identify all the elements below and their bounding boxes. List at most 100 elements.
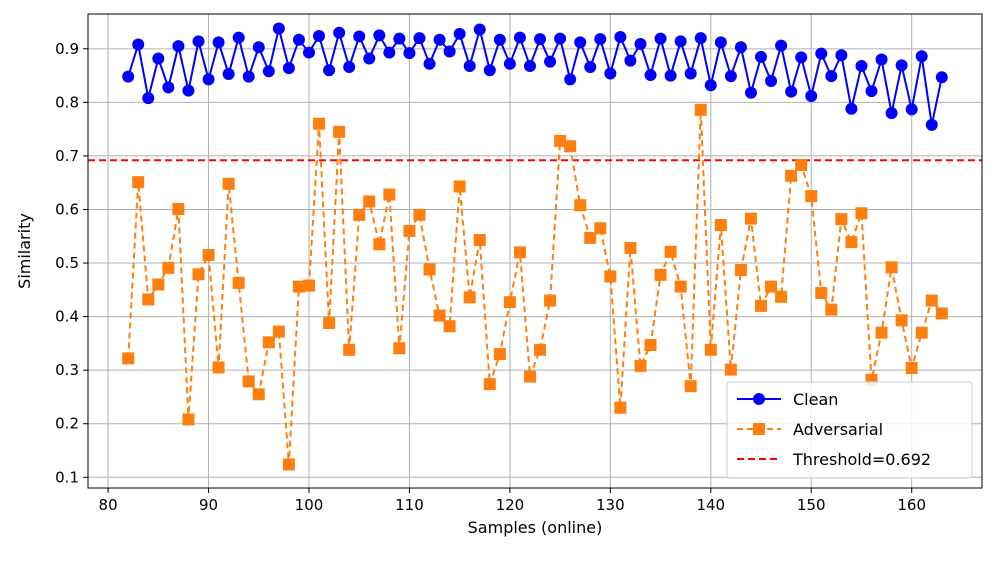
data-point-adversarial: [744, 212, 757, 225]
data-point-clean: [232, 31, 245, 44]
data-point-adversarial: [785, 169, 798, 182]
data-point-adversarial: [584, 231, 597, 244]
data-point-clean: [885, 107, 898, 120]
data-point-adversarial: [373, 238, 386, 251]
data-point-clean: [222, 67, 235, 80]
data-point-adversarial: [393, 342, 406, 355]
data-point-adversarial: [724, 363, 737, 376]
data-point-adversarial: [132, 176, 145, 189]
legend-label-threshold: Threshold=0.692: [792, 450, 931, 469]
data-point-adversarial: [604, 270, 617, 283]
x-tick-label: 90: [199, 496, 218, 514]
data-point-adversarial: [805, 190, 818, 203]
data-point-adversarial: [895, 314, 908, 327]
data-point-clean: [483, 64, 496, 77]
data-point-adversarial: [363, 195, 376, 208]
data-point-clean: [423, 57, 436, 70]
data-point-adversarial: [282, 458, 295, 471]
data-point-clean: [795, 51, 808, 64]
series-adversarial: [122, 103, 948, 471]
data-point-clean: [192, 35, 205, 48]
legend-label-clean: Clean: [793, 390, 838, 409]
y-tick-label: 0.5: [55, 254, 79, 272]
data-point-clean: [614, 31, 627, 44]
data-point-adversarial: [534, 343, 547, 356]
x-tick-label: 100: [295, 496, 324, 514]
data-point-clean: [644, 69, 657, 82]
data-point-clean: [313, 29, 326, 42]
data-point-clean: [393, 32, 406, 45]
data-point-clean: [835, 49, 848, 62]
data-point-adversarial: [694, 103, 707, 116]
data-point-clean: [282, 62, 295, 75]
data-point-clean: [463, 59, 476, 72]
data-point-clean: [734, 41, 747, 54]
data-point-clean: [413, 32, 426, 45]
data-point-clean: [875, 53, 888, 66]
data-point-adversarial: [313, 117, 326, 130]
data-point-adversarial: [714, 219, 727, 232]
data-point-adversarial: [654, 268, 667, 281]
data-point-clean: [594, 33, 607, 46]
data-point-adversarial: [704, 343, 717, 356]
data-point-clean: [564, 73, 577, 86]
data-point-clean: [604, 67, 617, 80]
legend-marker-adversarial: [753, 423, 765, 435]
series-line-adversarial: [127, 108, 943, 466]
data-point-adversarial: [674, 280, 687, 293]
data-point-clean: [674, 35, 687, 48]
data-point-adversarial: [122, 352, 135, 365]
data-point-clean: [323, 64, 336, 77]
data-point-clean: [785, 85, 798, 98]
data-point-adversarial: [935, 307, 948, 320]
series-layer: [122, 22, 948, 471]
data-point-adversarial: [614, 401, 627, 414]
data-point-adversarial: [734, 264, 747, 277]
data-point-clean: [544, 55, 557, 68]
data-point-adversarial: [343, 343, 356, 356]
data-point-clean: [825, 70, 838, 83]
data-point-adversarial: [513, 246, 526, 259]
data-point-adversarial: [142, 293, 155, 306]
data-point-adversarial: [684, 380, 697, 393]
data-point-clean: [805, 89, 818, 102]
legend-label-adversarial: Adversarial: [793, 420, 883, 439]
data-point-clean: [343, 61, 356, 74]
data-point-adversarial: [825, 303, 838, 316]
data-point-clean: [684, 67, 697, 80]
data-point-adversarial: [403, 224, 416, 237]
data-point-clean: [503, 57, 516, 70]
data-point-clean: [935, 71, 948, 84]
data-point-adversarial: [192, 268, 205, 281]
data-point-clean: [333, 26, 346, 39]
data-point-adversarial: [554, 134, 567, 147]
data-point-clean: [724, 70, 737, 83]
data-point-clean: [302, 46, 315, 59]
data-point-clean: [162, 81, 175, 94]
series-clean: [122, 22, 948, 131]
y-tick-label: 0.8: [55, 93, 79, 111]
data-point-adversarial: [383, 188, 396, 201]
data-point-adversarial: [624, 242, 637, 255]
data-point-adversarial: [644, 338, 657, 351]
data-point-adversarial: [453, 180, 466, 193]
data-point-adversarial: [915, 326, 928, 339]
data-point-adversarial: [755, 299, 768, 312]
y-tick-label: 0.9: [55, 40, 79, 58]
data-point-adversarial: [473, 234, 486, 247]
data-point-clean: [353, 30, 366, 43]
data-point-adversarial: [855, 207, 868, 220]
plot-frame: [87, 13, 983, 489]
data-point-clean: [373, 29, 386, 42]
data-point-clean: [142, 92, 155, 105]
data-point-clean: [202, 73, 215, 86]
data-point-clean: [262, 65, 275, 78]
y-tick-label: 0.6: [55, 200, 79, 218]
x-tick-label: 150: [797, 496, 826, 514]
data-point-adversarial: [493, 348, 506, 361]
data-point-clean: [122, 70, 135, 83]
data-point-adversarial: [795, 159, 808, 172]
data-point-adversarial: [162, 261, 175, 274]
data-point-clean: [704, 79, 717, 92]
